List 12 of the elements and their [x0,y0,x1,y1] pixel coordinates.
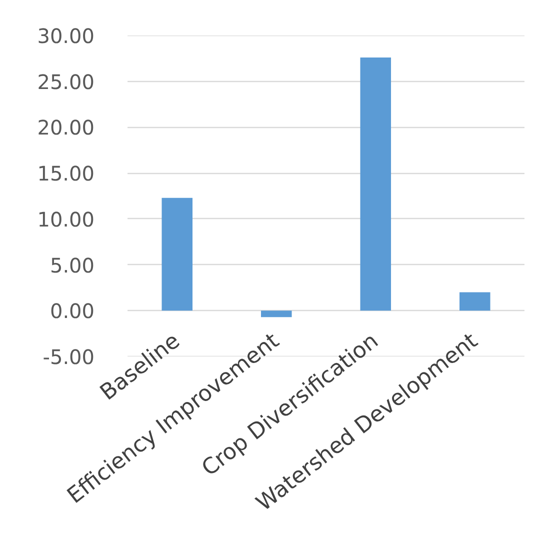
bar [459,292,490,311]
y-tick-label: 15.00 [37,162,95,186]
y-tick-label: 30.00 [37,24,95,48]
bar [260,310,292,318]
y-tick-label: 20.00 [37,116,95,140]
bar [162,198,193,311]
bar [360,58,392,311]
y-tick-label: 0.00 [50,299,94,324]
y-tick-label: 10.00 [37,207,95,232]
y-tick-label: 25.00 [37,70,95,94]
y-tick-label: -5.00 [42,345,94,369]
y-tick-label: 5.00 [50,253,94,278]
